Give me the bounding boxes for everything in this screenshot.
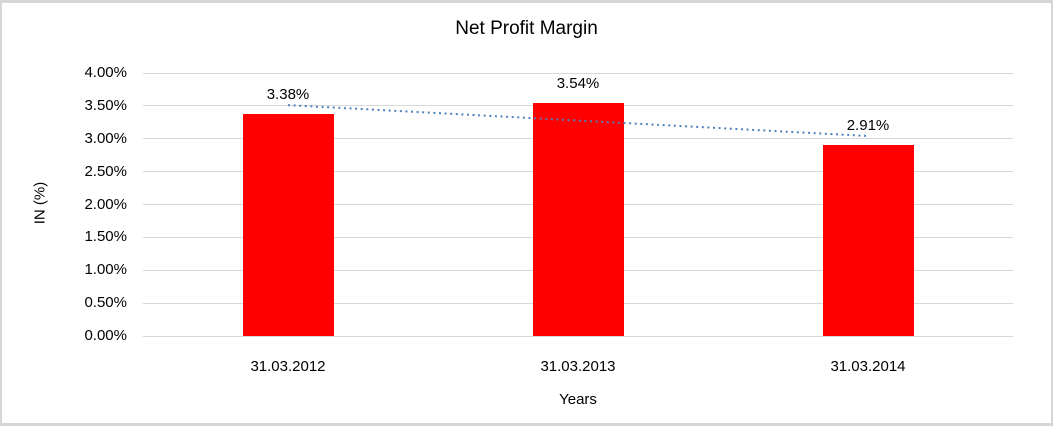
bar: [822, 144, 914, 336]
y-tick-label: 0.50%: [84, 294, 127, 312]
y-tick-label: 1.50%: [84, 228, 127, 246]
x-category-label: 31.03.2014: [830, 358, 906, 375]
bar: [532, 103, 624, 336]
y-tick-label: 2.00%: [84, 195, 127, 213]
bar: [242, 113, 334, 336]
y-tick-label: 3.00%: [84, 129, 127, 147]
chart-title: Net Profit Margin: [455, 18, 598, 39]
x-category-label: 31.03.2013: [540, 358, 616, 375]
bar-data-label: 2.91%: [846, 116, 890, 134]
y-tick-label: 3.50%: [84, 96, 127, 114]
y-tick-label: 2.50%: [84, 162, 127, 180]
gridline: [143, 72, 1013, 74]
x-axis-title: Years: [559, 391, 597, 408]
bar-data-label: 3.54%: [556, 75, 600, 93]
y-tick-label: 4.00%: [84, 64, 127, 81]
bar-data-label: 3.38%: [266, 85, 310, 103]
y-tick-label: 1.00%: [84, 261, 127, 279]
plot-area: [143, 72, 1013, 337]
gridline: [143, 335, 1013, 337]
x-category-label: 31.03.2012: [250, 358, 326, 375]
y-tick-label: 0.00%: [84, 327, 127, 344]
